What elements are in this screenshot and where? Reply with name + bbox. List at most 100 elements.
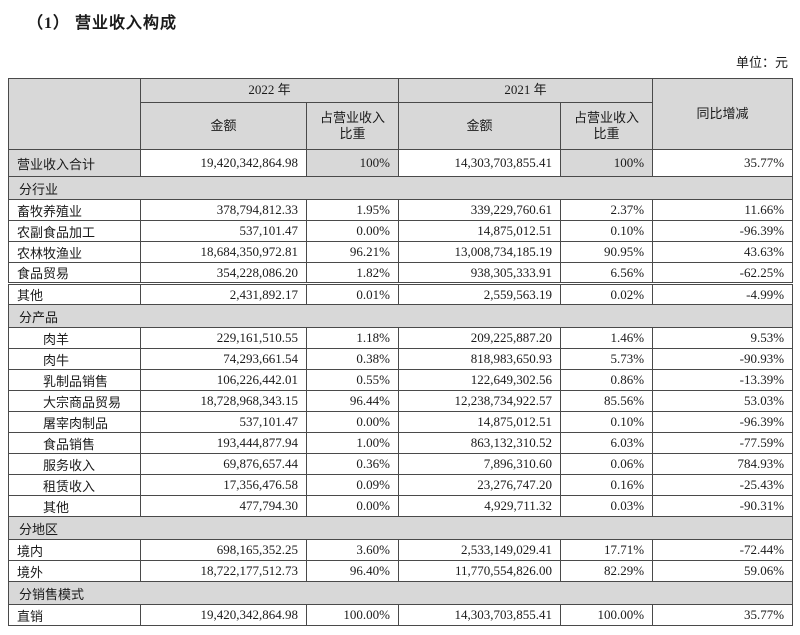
revenue-composition-table: 2022 年 2021 年 同比增减 金额 占营业收入 比重 金额 占营业收入 … bbox=[7, 78, 794, 626]
section-label: 分行业 bbox=[7, 176, 794, 200]
pct-2021-cell: 1.46% bbox=[560, 327, 654, 349]
row-label-cell: 食品销售 bbox=[8, 432, 141, 454]
header-columns-row: 金额 占营业收入 比重 金额 占营业收入 比重 bbox=[9, 102, 793, 150]
pct-2022-cell: 3.60% bbox=[305, 539, 400, 561]
amount-2022-header: 金额 bbox=[140, 102, 307, 150]
amount-2021-header: 金额 bbox=[398, 102, 562, 150]
page-title: （1） 营业收入构成 bbox=[27, 15, 178, 32]
amount-2022-cell: 74,293,661.54 bbox=[140, 348, 307, 370]
yoy-cell: 53.03% bbox=[652, 390, 794, 412]
yoy-cell: -25.43% bbox=[652, 474, 794, 496]
pct-2021-cell: 5.73% bbox=[560, 348, 654, 370]
table-header: 2022 年 2021 年 同比增减 金额 占营业收入 比重 金额 占营业收入 … bbox=[8, 78, 794, 150]
row-label-cell: 境内 bbox=[8, 539, 141, 561]
unit-label: 单位：元 bbox=[735, 55, 788, 70]
yoy-cell: -13.39% bbox=[652, 369, 794, 391]
pct-2021-cell: 100.00% bbox=[560, 604, 654, 626]
pct-2022-cell: 0.01% bbox=[305, 282, 400, 305]
row-label-cell: 肉羊 bbox=[8, 327, 141, 349]
amount-2022-cell: 19,420,342,864.98 bbox=[140, 604, 307, 626]
pct-2021-cell: 6.56% bbox=[560, 262, 654, 284]
row-label-cell: 服务收入 bbox=[8, 453, 141, 475]
amount-2022-cell: 106,226,442.01 bbox=[140, 369, 307, 391]
row-label-cell: 大宗商品贸易 bbox=[8, 390, 141, 412]
yoy-cell: 35.77% bbox=[652, 604, 794, 626]
amount-2022-cell: 698,165,352.25 bbox=[140, 539, 307, 561]
amount-2021-cell: 13,008,734,185.19 bbox=[398, 241, 562, 263]
pct-2021-cell: 0.10% bbox=[560, 220, 654, 242]
pct-2021-cell: 0.86% bbox=[560, 369, 654, 391]
pct-2022-cell: 0.00% bbox=[305, 495, 400, 517]
table-row: 食品销售 193,444,877.94 1.00% 863,132,310.52 6.0… bbox=[8, 432, 794, 454]
row-label-cell: 直销 bbox=[8, 604, 141, 626]
table-row: 直销 19,420,342,864.98 100.00% 14,303,703,855… bbox=[8, 604, 794, 626]
table-row: 租赁收入 17,356,476.58 0.09% 23,276,747.20 0.16%… bbox=[8, 474, 794, 496]
pct-2022-header: 占营业收入 比重 bbox=[305, 102, 400, 150]
row-label-cell: 乳制品销售 bbox=[8, 369, 141, 391]
table-row: 服务收入 69,876,657.44 0.36% 7,896,310.60 0.06% 7… bbox=[8, 453, 794, 475]
yoy-cell: -90.31% bbox=[652, 495, 794, 517]
amount-2022-cell: 19,420,342,864.98 bbox=[140, 149, 307, 177]
pct-2022-cell: 1.18% bbox=[305, 327, 400, 349]
table-row: 农副食品加工 537,101.47 0.00% 14,875,012.51 0.10% -… bbox=[8, 220, 794, 242]
yoy-cell: 11.66% bbox=[652, 199, 794, 221]
row-label-cell: 肉牛 bbox=[8, 348, 141, 370]
amount-2021-cell: 14,875,012.51 bbox=[398, 411, 562, 433]
row-label-cell: 其他 bbox=[8, 282, 141, 305]
pct-2021-cell: 0.10% bbox=[560, 411, 654, 433]
row-label-cell: 农林牧渔业 bbox=[8, 241, 141, 263]
yoy-cell: -4.99% bbox=[652, 282, 794, 305]
yoy-cell: -96.39% bbox=[652, 220, 794, 242]
table-row: 境内 698,165,352.25 3.60% 2,533,149,029.41 17.… bbox=[8, 539, 794, 561]
table-row: 农林牧渔业 18,684,350,972.81 96.21% 13,008,734,1… bbox=[8, 241, 794, 263]
year-2021-header: 2021 年 bbox=[398, 78, 654, 103]
amount-2022-cell: 354,228,086.20 bbox=[140, 262, 307, 284]
yoy-cell: 43.63% bbox=[652, 241, 794, 263]
amount-2021-cell: 4,929,711.32 bbox=[398, 495, 562, 517]
amount-2021-cell: 14,303,703,855.41 bbox=[398, 149, 562, 177]
table-body: 营业收入合计 19,420,342,864.98 100% 14,303,703,85… bbox=[7, 149, 794, 626]
table-row: 其他 477,794.30 0.00% 4,929,711.32 0.03% -90.31… bbox=[8, 495, 794, 517]
row-label-cell: 租赁收入 bbox=[8, 474, 141, 496]
amount-2022-cell: 477,794.30 bbox=[140, 495, 307, 517]
row-label-cell: 屠宰肉制品 bbox=[8, 411, 141, 433]
section-row: 分地区 bbox=[7, 516, 794, 540]
year-2022-header: 2022 年 bbox=[139, 78, 400, 103]
yoy-cell: -62.25% bbox=[652, 262, 794, 284]
amount-2022-cell: 537,101.47 bbox=[140, 411, 307, 433]
amount-2021-cell: 14,875,012.51 bbox=[398, 220, 562, 242]
pct-2021-cell: 82.29% bbox=[560, 560, 654, 582]
pct-2022-cell: 100% bbox=[305, 149, 400, 177]
row-label-cell: 境外 bbox=[8, 560, 141, 582]
pct-2022-cell: 96.44% bbox=[305, 390, 400, 412]
pct-2022-cell: 1.95% bbox=[305, 199, 400, 221]
row-label-cell: 营业收入合计 bbox=[8, 149, 141, 177]
amount-2022-cell: 18,684,350,972.81 bbox=[140, 241, 307, 263]
yoy-cell: -96.39% bbox=[652, 411, 794, 433]
yoy-header: 同比增减 bbox=[652, 78, 794, 150]
amount-2021-cell: 11,770,554,826.00 bbox=[398, 560, 562, 582]
amount-2022-cell: 18,722,177,512.73 bbox=[140, 560, 307, 582]
amount-2022-cell: 17,356,476.58 bbox=[140, 474, 307, 496]
pct-2022-cell: 1.00% bbox=[305, 432, 400, 454]
pct-2021-cell: 100% bbox=[560, 149, 654, 177]
section-row: 分销售模式 bbox=[7, 581, 794, 605]
amount-2021-cell: 122,649,302.56 bbox=[398, 369, 562, 391]
table-row: 食品贸易 354,228,086.20 1.82% 938,305,333.91 6.5… bbox=[8, 262, 794, 284]
amount-2021-cell: 7,896,310.60 bbox=[398, 453, 562, 475]
amount-2022-cell: 378,794,812.33 bbox=[140, 199, 307, 221]
amount-2021-cell: 12,238,734,922.57 bbox=[398, 390, 562, 412]
amount-2021-cell: 23,276,747.20 bbox=[398, 474, 562, 496]
pct-2022-cell: 0.09% bbox=[305, 474, 400, 496]
amount-2022-cell: 537,101.47 bbox=[140, 220, 307, 242]
section-label: 分产品 bbox=[7, 304, 794, 328]
table-row: 畜牧养殖业 378,794,812.33 1.95% 339,229,760.61 2.… bbox=[8, 199, 794, 221]
pct-2021-cell: 0.03% bbox=[560, 495, 654, 517]
amount-2022-cell: 229,161,510.55 bbox=[140, 327, 307, 349]
pct-2021-cell: 85.56% bbox=[560, 390, 654, 412]
pct-2021-cell: 2.37% bbox=[560, 199, 654, 221]
table-row: 肉羊 229,161,510.55 1.18% 209,225,887.20 1.46%… bbox=[8, 327, 794, 349]
amount-2021-cell: 14,303,703,855.41 bbox=[398, 604, 562, 626]
table-row: 其他 2,431,892.17 0.01% 2,559,563.19 0.02% -4.9… bbox=[8, 282, 794, 305]
